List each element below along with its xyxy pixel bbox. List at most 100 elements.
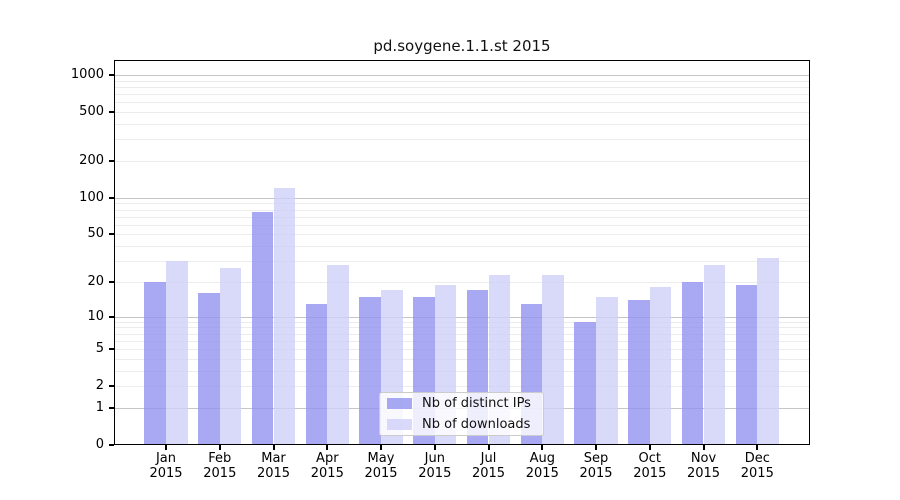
bars-layer xyxy=(114,60,810,445)
x-tick-mark xyxy=(541,445,544,450)
bar-downloads xyxy=(596,296,618,445)
x-tick-year: 2015 xyxy=(364,466,398,481)
x-tick-month: Mar xyxy=(261,451,286,466)
y-tick-label: 20 xyxy=(87,273,104,289)
legend: Nb of distinct IPs Nb of downloads xyxy=(379,392,544,436)
x-tick-month: Nov xyxy=(690,451,717,466)
chart-title: pd.soygene.1.1.st 2015 xyxy=(373,37,551,55)
minor-gridline xyxy=(114,216,810,218)
minor-gridline xyxy=(114,111,810,113)
bar-distinct-ips xyxy=(305,303,328,445)
x-tick-year: 2015 xyxy=(686,466,721,481)
bar-downloads xyxy=(757,257,779,445)
legend-swatch-distinct-ips xyxy=(387,398,412,410)
bar-distinct-ips xyxy=(144,281,166,445)
x-tick-label: Feb 2015 xyxy=(188,451,252,481)
x-tick-label: Dec 2015 xyxy=(725,451,789,481)
x-tick-label: Nov 2015 xyxy=(672,451,736,481)
x-tick-mark xyxy=(595,445,597,450)
minor-gridline xyxy=(114,246,810,247)
minor-gridline xyxy=(114,327,810,329)
x-tick-mark xyxy=(218,445,221,450)
minor-gridline xyxy=(114,321,810,323)
x-tick-mark xyxy=(165,445,167,450)
y-tick-label: 100 xyxy=(79,189,104,205)
x-tick-month: Sep xyxy=(583,451,609,466)
x-tick-label: Jul 2015 xyxy=(457,451,521,481)
x-tick-mark xyxy=(433,445,436,450)
x-tick-month: May xyxy=(367,451,395,466)
x-tick-year: 2015 xyxy=(633,466,667,481)
y-tick-label: 2 xyxy=(95,378,104,394)
y-tick-label: 200 xyxy=(79,152,104,168)
y-tick-label: 1000 xyxy=(70,66,104,82)
legend-label-downloads: Nb of downloads xyxy=(422,416,531,432)
x-tick-mark xyxy=(487,445,490,450)
minor-gridline xyxy=(114,340,810,342)
y-tick-mark xyxy=(109,110,114,113)
x-tick-year: 2015 xyxy=(310,466,344,481)
x-tick-month: Jul xyxy=(480,451,497,466)
minor-gridline xyxy=(114,102,810,104)
minor-gridline xyxy=(114,386,810,388)
y-tick-label: 1 xyxy=(95,399,104,415)
bar-downloads xyxy=(273,188,296,445)
y-tick-mark xyxy=(109,196,114,199)
x-tick-year: 2015 xyxy=(203,466,237,481)
minor-gridline xyxy=(114,234,810,236)
x-tick-month: Jan xyxy=(155,451,177,466)
x-tick-month: Jun xyxy=(424,451,445,466)
y-tick-mark xyxy=(109,406,114,409)
y-tick-mark xyxy=(109,233,114,236)
bar-downloads xyxy=(327,264,349,445)
bar-distinct-ips xyxy=(681,281,704,445)
bar-downloads xyxy=(542,274,564,445)
x-tick-mark xyxy=(648,445,651,450)
bar-downloads xyxy=(649,287,672,445)
y-tick-mark xyxy=(109,280,114,283)
x-tick-month: Feb xyxy=(208,451,232,466)
x-tick-month: Apr xyxy=(316,451,339,466)
minor-gridline xyxy=(114,80,810,82)
minor-gridline xyxy=(114,160,810,162)
x-tick-mark xyxy=(272,445,275,450)
bar-distinct-ips xyxy=(628,299,650,445)
x-tick-month: Dec xyxy=(744,451,770,466)
bar-downloads xyxy=(703,264,726,445)
bar-distinct-ips xyxy=(735,284,758,445)
minor-gridline xyxy=(114,139,810,141)
bar-distinct-ips xyxy=(251,211,274,445)
major-gridline xyxy=(114,74,810,76)
minor-gridline xyxy=(114,93,810,95)
x-tick-month: Oct xyxy=(638,451,662,466)
minor-gridline xyxy=(114,86,810,88)
bar-downloads xyxy=(166,261,188,445)
legend-label-distinct-ips: Nb of distinct IPs xyxy=(422,396,531,412)
minor-gridline xyxy=(114,358,810,360)
x-tick-year: 2015 xyxy=(740,466,774,481)
y-tick-label: 50 xyxy=(87,226,104,242)
x-tick-label: Aug 2015 xyxy=(510,451,574,481)
minor-gridline xyxy=(114,203,810,205)
legend-row-distinct-ips: Nb of distinct IPs xyxy=(387,394,543,413)
y-tick-mark xyxy=(109,315,114,318)
minor-gridline xyxy=(114,333,810,335)
y-tick-mark xyxy=(109,385,114,388)
y-tick-mark xyxy=(109,73,114,76)
minor-gridline xyxy=(114,224,810,226)
x-tick-month: Aug xyxy=(529,451,555,466)
major-gridline xyxy=(114,316,810,318)
y-tick-label: 500 xyxy=(79,103,104,119)
bar-downloads xyxy=(219,268,242,445)
x-tick-mark xyxy=(756,445,759,450)
minor-gridline xyxy=(114,261,810,262)
minor-gridline xyxy=(114,281,810,283)
y-tick-label: 10 xyxy=(87,308,104,324)
x-tick-label: Oct 2015 xyxy=(618,451,682,481)
y-tick-label: 0 xyxy=(95,437,104,452)
x-tick-mark xyxy=(326,445,329,450)
minor-gridline xyxy=(114,349,810,350)
y-tick-mark xyxy=(109,348,114,350)
legend-swatch-downloads xyxy=(387,418,412,430)
